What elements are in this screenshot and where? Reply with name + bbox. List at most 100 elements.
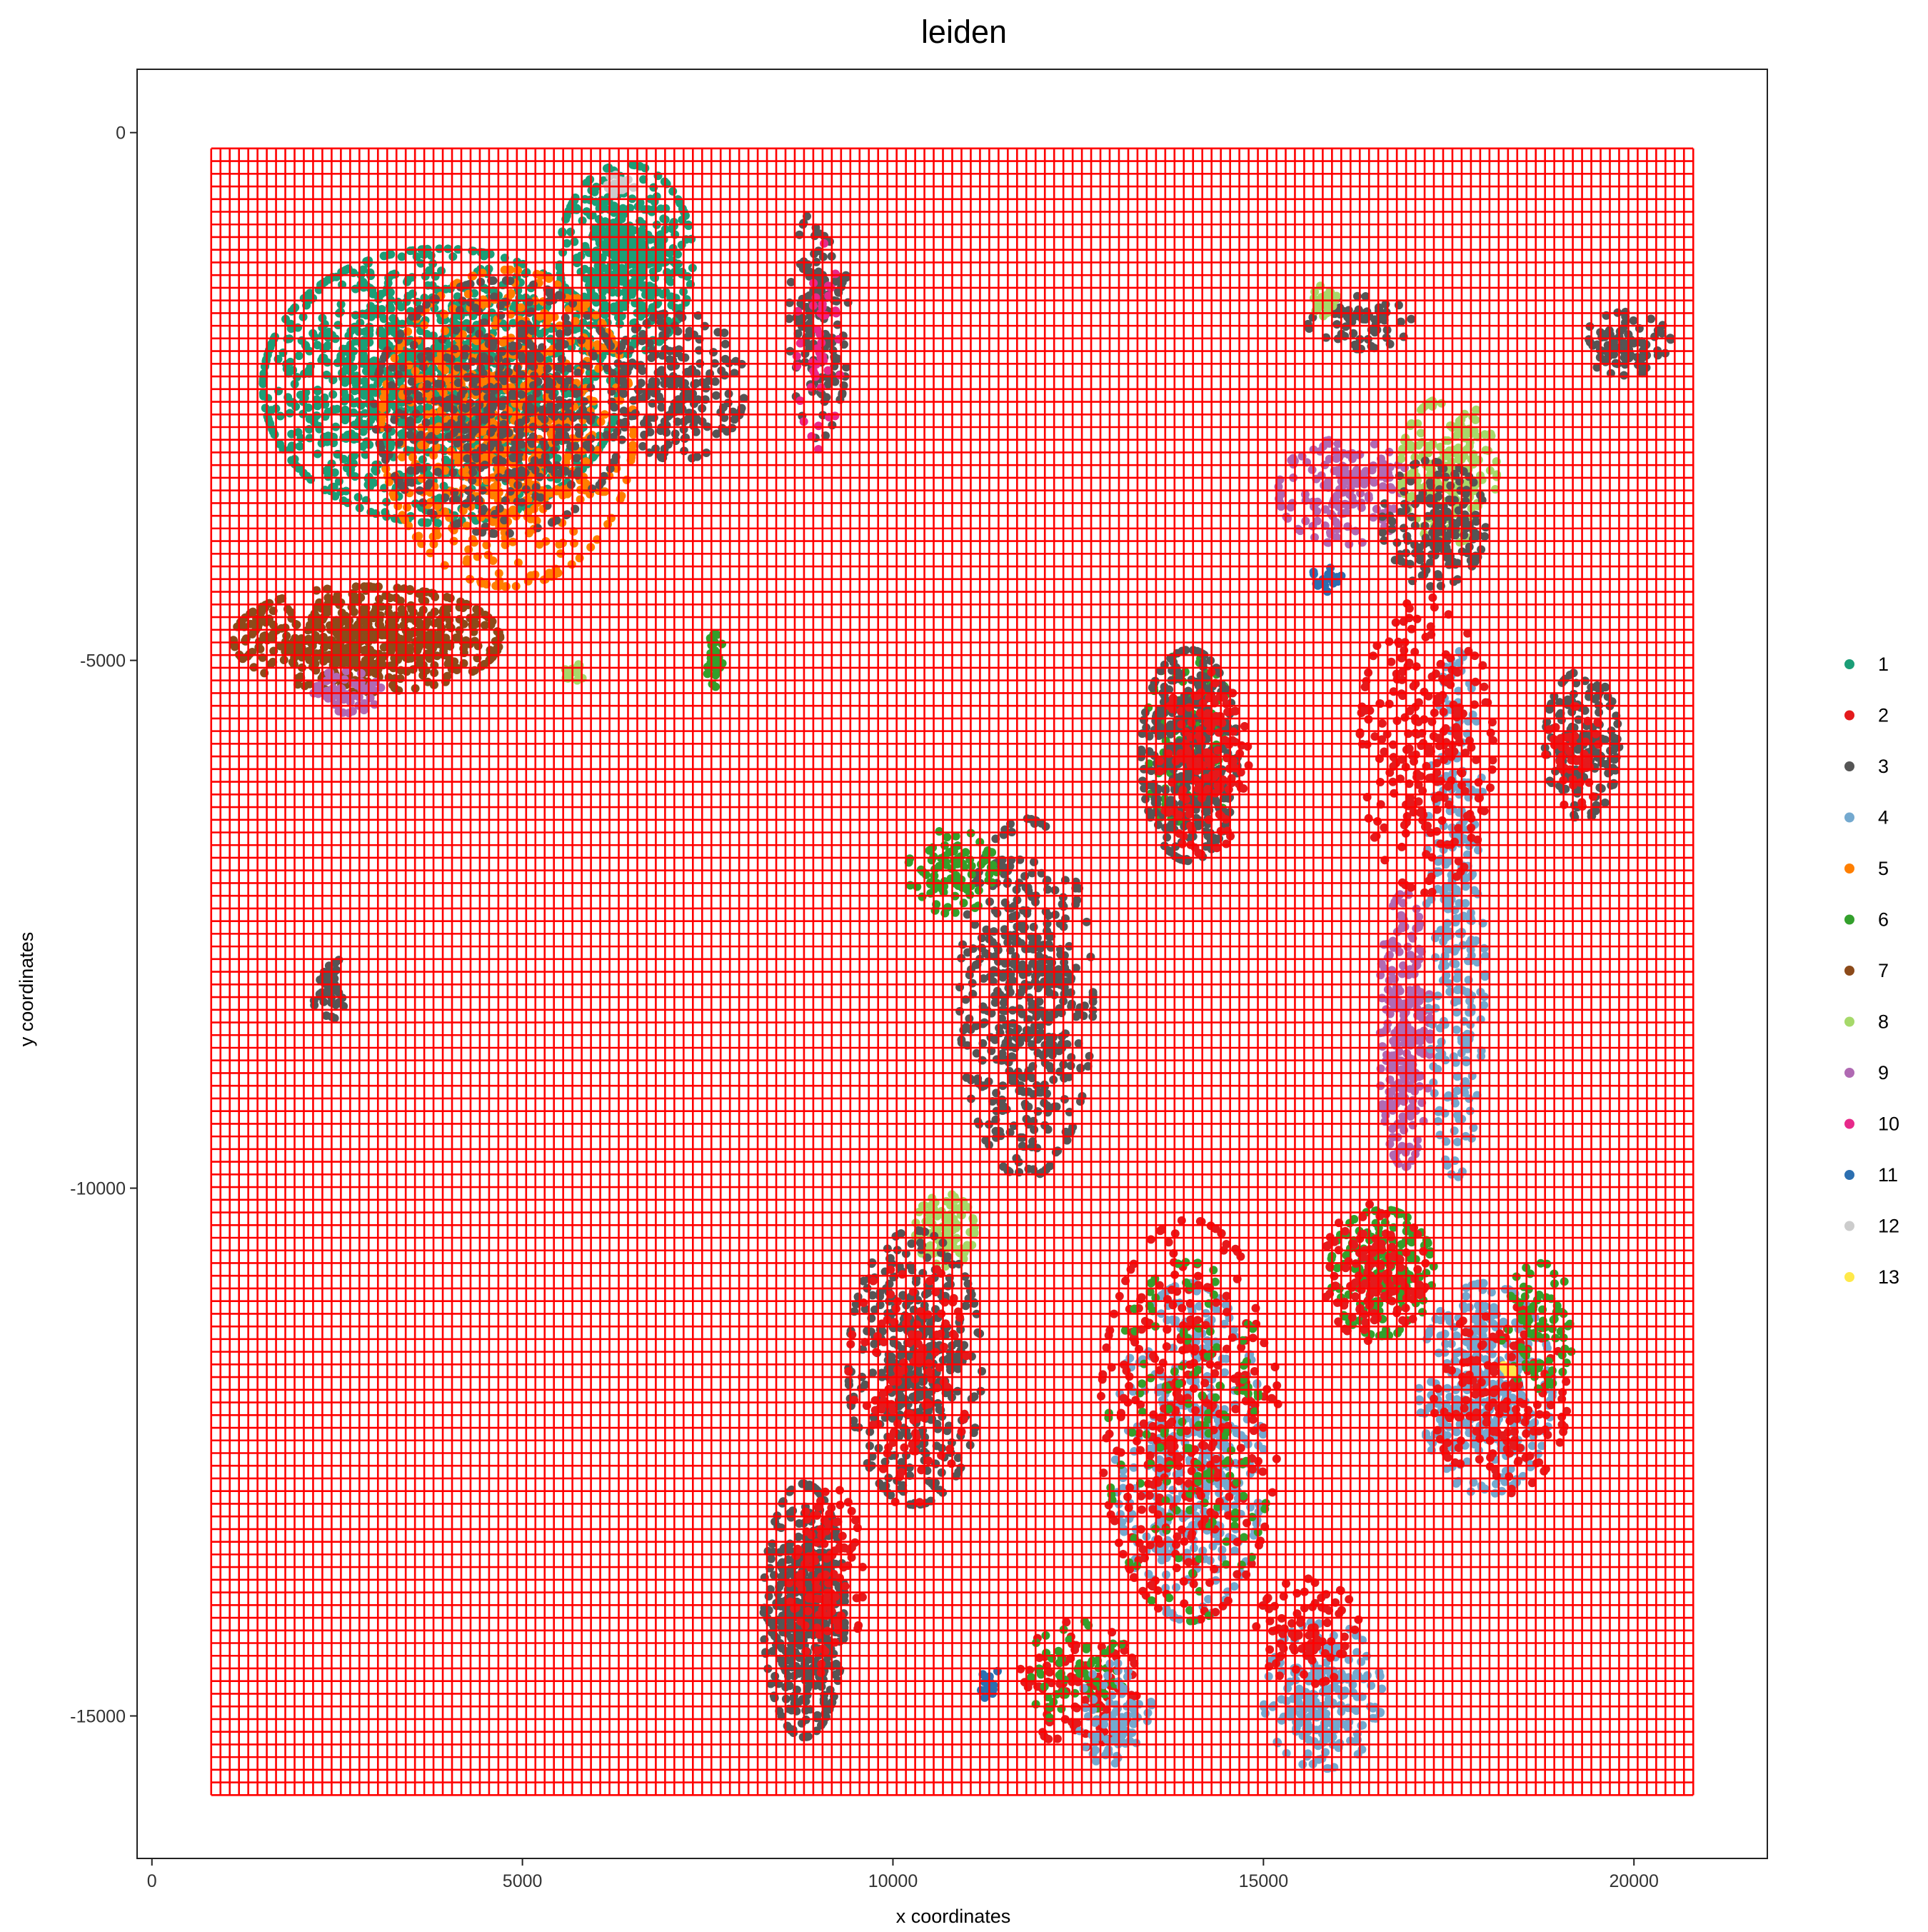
point <box>1163 833 1172 842</box>
point <box>653 264 663 273</box>
point <box>341 393 351 402</box>
point <box>673 250 683 259</box>
point <box>443 244 453 254</box>
point <box>372 307 381 316</box>
point <box>261 404 270 413</box>
point <box>594 364 603 373</box>
point <box>493 627 502 636</box>
point <box>600 332 609 341</box>
point <box>433 379 443 389</box>
point <box>622 364 631 373</box>
point <box>730 415 739 424</box>
point <box>613 427 622 436</box>
point <box>446 354 456 364</box>
point <box>397 303 406 311</box>
point <box>792 351 801 361</box>
point <box>343 264 353 274</box>
point <box>1141 708 1150 717</box>
point <box>353 376 363 386</box>
point <box>582 411 591 420</box>
point <box>718 659 727 668</box>
point <box>287 429 296 439</box>
point <box>558 431 567 440</box>
point <box>588 484 597 494</box>
point <box>634 297 643 306</box>
point <box>254 620 263 629</box>
point <box>618 204 628 213</box>
point <box>816 383 825 392</box>
point <box>548 391 557 401</box>
point <box>693 452 702 461</box>
point <box>629 249 638 259</box>
point <box>668 186 678 196</box>
point <box>677 269 686 279</box>
point <box>282 631 291 641</box>
point <box>1178 839 1187 849</box>
point <box>610 259 619 269</box>
point <box>501 357 511 366</box>
point <box>585 443 594 452</box>
point <box>285 409 294 418</box>
point <box>619 238 628 246</box>
point <box>348 363 358 372</box>
point <box>480 412 489 421</box>
point <box>359 386 368 395</box>
point <box>358 277 368 286</box>
point <box>581 377 591 386</box>
point <box>495 504 504 513</box>
point <box>835 371 845 380</box>
point <box>493 481 501 490</box>
point <box>1230 738 1240 746</box>
point <box>610 252 619 261</box>
point <box>676 198 684 207</box>
point <box>532 389 541 398</box>
point <box>523 320 533 329</box>
point <box>356 669 366 678</box>
point <box>650 288 659 297</box>
point <box>276 411 285 421</box>
point <box>423 402 433 411</box>
point <box>814 421 823 431</box>
point <box>520 335 529 344</box>
point <box>421 418 431 427</box>
point <box>566 227 576 236</box>
point <box>560 383 569 392</box>
point <box>397 252 406 261</box>
point <box>536 354 545 363</box>
point <box>721 354 730 364</box>
point <box>554 424 563 433</box>
point <box>557 354 566 364</box>
point <box>236 618 246 626</box>
point <box>386 288 395 297</box>
point <box>468 461 477 471</box>
point <box>820 239 828 248</box>
point <box>403 277 411 286</box>
point <box>588 349 597 358</box>
point <box>536 493 545 502</box>
point <box>329 405 338 414</box>
point <box>631 409 640 418</box>
point <box>1187 718 1196 727</box>
point <box>359 345 368 354</box>
point <box>471 449 480 458</box>
point <box>501 297 511 306</box>
point <box>563 327 572 336</box>
point <box>328 969 338 978</box>
point <box>411 532 421 541</box>
point <box>468 246 477 256</box>
point <box>677 240 686 249</box>
point <box>609 306 618 316</box>
point <box>628 237 637 246</box>
point <box>542 320 551 329</box>
point <box>504 429 513 438</box>
point <box>347 453 356 462</box>
point <box>284 369 293 378</box>
point <box>647 354 656 362</box>
point <box>502 276 511 285</box>
point <box>628 446 637 455</box>
point <box>328 390 338 399</box>
point <box>619 389 628 399</box>
point <box>384 643 393 651</box>
point <box>403 327 412 336</box>
